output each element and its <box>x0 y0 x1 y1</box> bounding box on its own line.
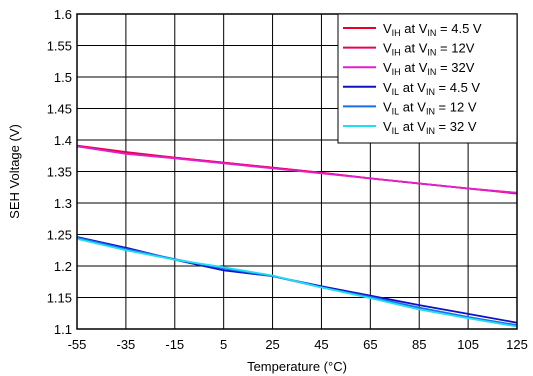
y-axis-title: SEH Voltage (V) <box>7 124 22 219</box>
x-tick-label: -35 <box>116 337 135 352</box>
x-tick-label: 85 <box>412 337 426 352</box>
legend-subscript: IN <box>426 126 435 136</box>
series-line-3 <box>76 145 518 194</box>
y-tick-label: 1.5 <box>54 70 72 85</box>
legend-entry: VIL at VIN = 32 V <box>383 119 477 136</box>
series-line-4 <box>76 236 518 324</box>
x-tick-label: 25 <box>265 337 279 352</box>
plot-frame <box>76 13 518 330</box>
x-tick-label: -15 <box>165 337 184 352</box>
y-tick-label: 1.35 <box>47 165 72 180</box>
x-tick-label: 45 <box>314 337 328 352</box>
legend-text-part: V <box>383 60 392 75</box>
legend-text-part: = 4.5 V <box>436 21 481 36</box>
x-tick-label: -55 <box>68 337 87 352</box>
y-tick-label: 1.15 <box>47 291 72 306</box>
y-tick-label: 1.1 <box>54 322 72 337</box>
series-line-6 <box>76 238 518 328</box>
x-axis-title: Temperature (°C) <box>247 359 347 374</box>
y-tick-label: 1.6 <box>54 7 72 22</box>
legend-subscript: IN <box>426 106 435 116</box>
legend-entry: VIH at VIN = 32V <box>383 60 475 77</box>
legend-text-part: = 32 V <box>435 119 477 134</box>
legend-subscript: IN <box>426 87 435 97</box>
legend-entry: VIH at VIN = 12V <box>383 41 475 58</box>
legend-entry: VIL at VIN = 4.5 V <box>383 80 480 97</box>
legend-subscript: IN <box>427 28 436 38</box>
legend-text-part: at V <box>401 21 428 36</box>
legend-text-part: = 32V <box>436 60 474 75</box>
legend-subscript: IH <box>392 48 401 58</box>
legend-entry: VIL at VIN = 12 V <box>383 99 477 116</box>
legend-subscript: IN <box>427 67 436 77</box>
legend-subscript: IL <box>392 106 400 116</box>
series-lines <box>76 144 518 328</box>
legend-text-part: V <box>383 119 392 134</box>
legend-text-part: at V <box>399 99 426 114</box>
legend-subscript: IH <box>392 67 401 77</box>
legend-text-part: V <box>383 80 392 95</box>
x-tick-label: 125 <box>506 337 528 352</box>
legend-text-part: = 12V <box>436 41 474 56</box>
legend-text-part: V <box>383 41 392 56</box>
legend-text-part: at V <box>399 80 426 95</box>
legend-subscript: IL <box>392 87 400 97</box>
legend-text-part: at V <box>399 119 426 134</box>
legend-subscript: IH <box>392 28 401 38</box>
y-tick-label: 1.2 <box>54 259 72 274</box>
y-tick-label: 1.25 <box>47 228 72 243</box>
legend-text-part: V <box>383 21 392 36</box>
y-tick-label: 1.55 <box>47 39 72 54</box>
legend-text-part: at V <box>401 60 428 75</box>
legend-text-part: = 4.5 V <box>435 80 480 95</box>
legend-subscript: IL <box>392 126 400 136</box>
y-tick-labels: 1.1 1.15 1.2 1.25 1.3 1.35 1.4 1.45 1.5 1.55 1.6 <box>47 7 72 337</box>
legend-text-part: = 12 V <box>435 99 477 114</box>
x-tick-label: 65 <box>363 337 377 352</box>
x-tick-labels: -55 -35 -15 5 25 45 65 85 105 125 <box>68 337 528 352</box>
legend-text-part: at V <box>401 41 428 56</box>
y-tick-label: 1.3 <box>54 196 72 211</box>
x-tick-label: 105 <box>457 337 479 352</box>
x-tick-label: 5 <box>220 337 227 352</box>
legend-entry: VIH at VIN = 4.5 V <box>383 21 482 38</box>
legend-box <box>337 13 518 144</box>
y-tick-label: 1.4 <box>54 133 72 148</box>
legend-subscript: IN <box>427 48 436 58</box>
legend-text-part: V <box>383 99 392 114</box>
y-tick-label: 1.45 <box>47 102 72 117</box>
